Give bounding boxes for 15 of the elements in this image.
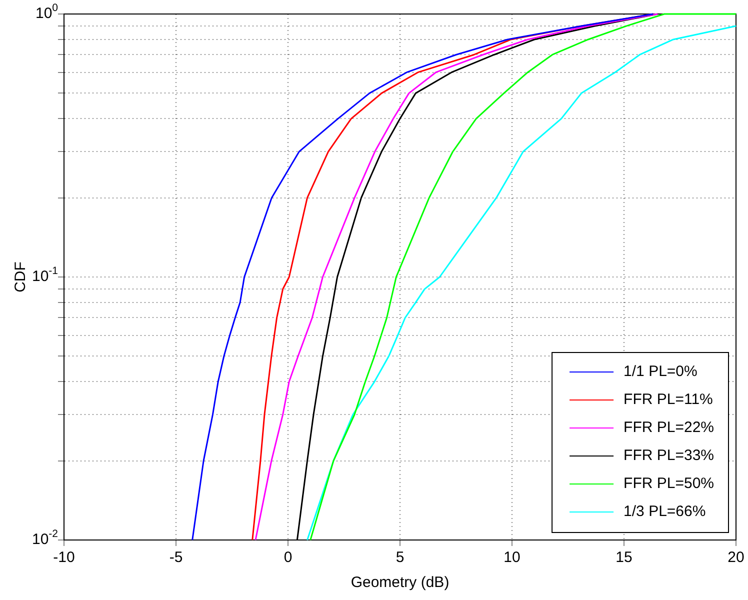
x-tick-label: -5 <box>169 549 183 566</box>
x-tick-label: 10 <box>504 549 520 566</box>
legend-label: FFR PL=11% <box>624 391 713 408</box>
x-tick-label: 20 <box>728 549 744 566</box>
x-tick-label: 0 <box>284 549 292 566</box>
legend-label: FFR PL=33% <box>624 447 714 464</box>
legend-label: 1/3 PL=66% <box>624 503 706 520</box>
legend-label: FFR PL=50% <box>624 475 714 492</box>
y-axis-title: CDF <box>12 262 30 292</box>
x-tick-label: 15 <box>616 549 632 566</box>
x-tick-label: 5 <box>396 549 404 566</box>
legend-label: FFR PL=22% <box>624 419 714 436</box>
legend-label: 1/1 PL=0% <box>624 363 698 380</box>
x-axis-title: Geometry (dB) <box>350 574 450 592</box>
x-tick-label: -10 <box>53 549 75 566</box>
